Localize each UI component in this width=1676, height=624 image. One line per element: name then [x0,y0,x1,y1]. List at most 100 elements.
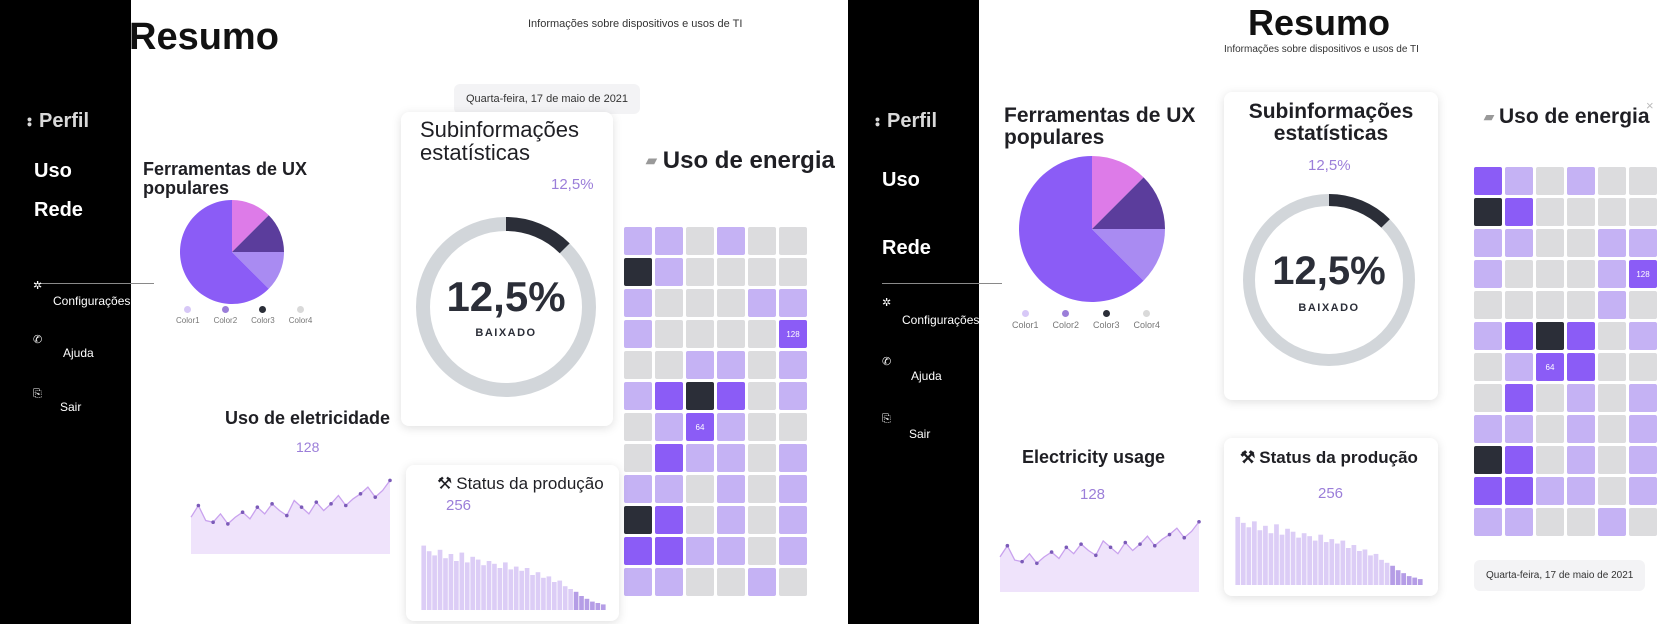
bar [1406,576,1412,585]
heatmap-cell [1598,477,1626,505]
heatmap-cell [779,537,807,565]
bar [1368,555,1373,585]
line-point [1123,540,1128,545]
hammer-pick-icon: ⚒ [437,474,453,493]
heatmap-cell [1474,198,1502,226]
heatmap-cell [655,351,683,379]
line-point [1035,561,1039,566]
heatmap-cell [748,258,776,286]
stats-title: Subinformações estatísticas [420,118,579,164]
heatmap-cell: 128 [1629,260,1657,288]
page-subtitle: Informações sobre dispositivos e usos de… [528,18,743,30]
ux-pie-chart [180,200,284,304]
sidebar-profile[interactable]: •• Perfil [870,110,937,133]
sidebar-item-configuracoes[interactable]: Configurações [902,313,980,327]
production-title-label: Status da produção [1259,448,1418,467]
dashboard-panel-right: •• Perfil Uso Rede ✲ Configurações ✆ Aju… [848,0,1676,624]
bar [497,568,503,610]
legend-dot [1102,310,1110,317]
legend-label: Color3 [251,316,275,325]
heatmap-cell [717,413,745,441]
heatmap-cell [1536,198,1564,226]
legend-dot [1143,310,1151,317]
bar [551,582,557,610]
bar [481,565,486,610]
line-point [1049,550,1054,554]
heatmap-cell [717,475,745,503]
bar [1251,521,1257,585]
heatmap-cell [1629,508,1657,536]
line-series [190,480,391,525]
line-point [329,502,333,506]
bar [421,545,427,610]
sidebar-item-rede[interactable]: Rede [882,237,931,259]
sidebar: •• Perfil Uso Rede ✲ Configurações ✆ Aju… [0,0,154,624]
heatmap-cell [1505,322,1533,350]
heatmap-cell [1629,384,1657,412]
ring-progress [505,217,570,254]
logout-icon: ⎘ [882,413,891,425]
production-title: ⚒ Status da produção [1240,449,1418,467]
sidebar-profile[interactable]: •• Perfil [22,110,89,133]
bar [1357,550,1362,585]
heatmap-cell [1567,291,1595,319]
heatmap-cell [1536,477,1564,505]
legend-item: Color4 [289,306,312,325]
sidebar-item-uso[interactable]: Uso [882,169,920,191]
sidebar-item-ajuda[interactable]: Ajuda [63,346,94,360]
heatmap-cell [686,289,714,317]
page-subtitle: Informações sobre dispositivos e usos de… [1224,44,1419,55]
bar [513,566,519,610]
heatmap-cell [1536,260,1564,288]
phone-icon: ✆ [882,356,892,368]
pie-legend: Color1 Color2 Color3 Color4 [1012,310,1160,330]
bar [573,591,579,610]
page-title: Resumo [1248,2,1391,43]
heatmap-cell [1474,353,1502,381]
heatmap-cell [1598,322,1626,350]
legend-item: Color2 [214,306,237,325]
legend-label: Color2 [1052,320,1080,330]
heatmap-cell [717,537,745,565]
bar [1390,565,1395,585]
line-point [1182,535,1187,540]
close-icon[interactable]: × [1646,98,1654,113]
sidebar-item-sair[interactable]: Sair [909,427,931,441]
heatmap-cell: 128 [779,320,807,348]
sidebar-item-sair[interactable]: Sair [60,400,82,414]
heatmap-cell [1629,229,1657,257]
bar [595,603,601,610]
heatmap-cell [1598,229,1626,257]
bar [1296,537,1301,585]
sidebar-item-rede[interactable]: Rede [34,199,83,221]
energy-title: ▰ Uso de energia [646,148,835,173]
sidebar: •• Perfil Uso Rede ✲ Configurações ✆ Aju… [848,0,1002,624]
sidebar-item-ajuda[interactable]: Ajuda [911,369,942,383]
heatmap-cell [1598,167,1626,195]
heatmap-cell [624,444,652,472]
bar [1401,573,1407,585]
electricity-value: 128 [1080,486,1106,503]
legend-dot [259,306,267,313]
phone-icon: ✆ [33,334,43,346]
heatmap-cell [1505,260,1533,288]
line-point [211,520,215,525]
heatmap-cell [779,227,807,255]
heatmap-cell: 64 [686,413,714,441]
date-display: Quarta-feira, 17 de maio de 2021 [454,84,641,114]
legend-dot [1021,310,1029,317]
stats-percent-small: 12,5% [551,176,594,193]
sidebar-item-configuracoes[interactable]: Configurações [53,294,131,308]
bar [1263,525,1268,585]
sidebar-item-uso[interactable]: Uso [34,160,72,182]
heatmap-cell [748,227,776,255]
legend-label: Color3 [1093,320,1120,330]
heatmap-cell [1567,353,1595,381]
legend-item: Color1 [176,306,200,325]
bar [1351,545,1357,585]
line-point [299,505,304,509]
heatmap-cell [717,258,745,286]
energy-title: ▰ Uso de energia [1484,105,1650,128]
line-point [343,503,348,508]
bar [1257,530,1263,585]
